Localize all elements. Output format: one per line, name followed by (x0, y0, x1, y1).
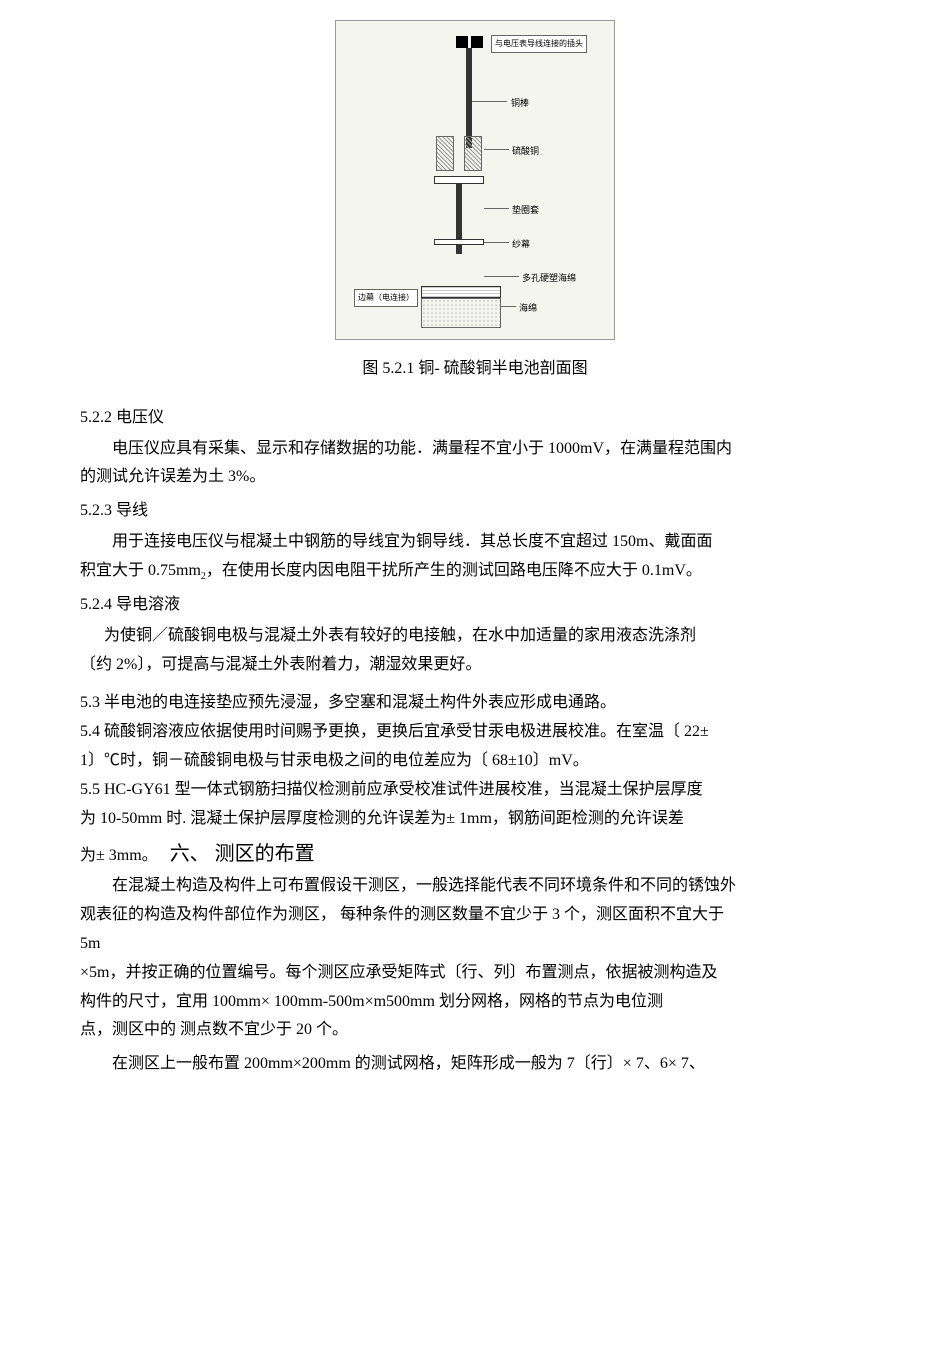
section-6-body-1: 在混凝土构造及构件上可布置假设干测区，一般选择能代表不同环境条件和不同的锈蚀外 (80, 872, 870, 901)
diagram-plug-box-2 (471, 36, 483, 48)
diagram-crystal-right (464, 136, 482, 171)
section-5-4-body-2: 1〕℃时，铜－硫酸铜电极与甘汞电极之间的电位差应为〔 68±10〕mV。 (80, 747, 870, 776)
diagram-label-washer: 垫圈套 (512, 202, 539, 218)
diagram-label-cu-sulfate: 硫酸铜 (512, 143, 539, 159)
section-5-2-4-body-1: 为使铜／硫酸铜电极与混凝土外表有较好的电接触，在水中加适量的家用液态洗涤剂 (80, 622, 870, 651)
diagram-washer (434, 176, 484, 184)
section-5-2-2-body-1: 电压仪应具有采集、显示和存储数据的功能．满量程不宜小于 1000mV，在满量程范… (80, 435, 870, 464)
section-6-body-6: 点，测区中的 测点数不宜少于 20 个。 (80, 1016, 870, 1045)
diagram-line-6 (501, 306, 516, 307)
diagram-line-3 (484, 208, 509, 209)
diagram-rod (466, 48, 472, 148)
diagram-label-top: 与电压表导线连接的插头 (491, 35, 587, 53)
diagram-label-bottom-left: 边幕（电连接） (354, 289, 418, 307)
section-5-2-3-body-2a: 积宜大于 0.75mm (80, 562, 201, 579)
diagram-screen (434, 239, 484, 245)
diagram-line-2 (484, 149, 509, 150)
diagram-sponge-top (421, 286, 501, 298)
diagram-line-4 (484, 242, 509, 243)
section-6-body-2: 观表征的构造及构件部位作为测区， 每种条件的测区数量不宜少于 3 个，测区面积不… (80, 901, 870, 930)
section-6-body-7: 在测区上一般布置 200mm×200mm 的测试网格，矩阵形成一般为 7〔行〕×… (80, 1050, 870, 1079)
section-5-5-body-3-line: 为± 3mm。 六、 测区的布置 (80, 836, 870, 872)
section-6-body-5: 构件的尺寸，宜用 100mm× 100mm-500m×m500mm 划分网格，网… (80, 988, 870, 1017)
section-6-body-4: ×5m，并按正确的位置编号。每个测区应承受矩阵式〔行、列〕布置测点，依据被测构造… (80, 959, 870, 988)
section-5-2-2-heading: 5.2.2 电压仪 (80, 404, 870, 433)
diagram-plug-box-1 (456, 36, 468, 48)
diagram-label-copper-rod: 铜棒 (511, 95, 529, 111)
diagram-container: 与电压表导线连接的插头 铜棒 硫酸铜 垫圈套 纱幕 多孔硬塑海绵 边幕（电连接）… (80, 20, 870, 340)
section-5-2-3-heading: 5.2.3 导线 (80, 497, 870, 526)
diagram-crystal-left (436, 136, 454, 171)
diagram-line-5 (484, 276, 519, 277)
diagram-label-screen: 纱幕 (512, 236, 530, 252)
section-5-2-4-body-2: 〔约 2%〕，可提高与混凝土外表附着力，潮湿效果更好。 (80, 651, 870, 680)
section-5-5-body-1: 5.5 HC-GY61 型一体式钢筋扫描仪检测前应承受校准试件进展校准，当混凝土… (80, 776, 870, 805)
section-5-5-body-2: 为 10-50mm 时. 混凝土保护层厚度检测的允许误差为± 1mm，钢筋间距检… (80, 805, 870, 834)
diagram-line-1 (472, 101, 507, 102)
diagram-label-porous-plug: 多孔硬塑海绵 (522, 270, 576, 286)
section-6-body-3: 5m (80, 930, 870, 959)
section-5-5-body-3a: 为± 3mm。 (80, 847, 158, 864)
section-5-2-4-heading: 5.2.4 导电溶液 (80, 591, 870, 620)
section-5-3-body: 5.3 半电池的电连接垫应预先浸湿，多空塞和混凝土构件外表应形成电通路。 (80, 689, 870, 718)
section-5-2-3-body-1: 用于连接电压仪与棍凝土中钢筋的导线宜为铜导线．其总长度不宜超过 150m、戴面面 (80, 528, 870, 557)
half-cell-diagram: 与电压表导线连接的插头 铜棒 硫酸铜 垫圈套 纱幕 多孔硬塑海绵 边幕（电连接）… (335, 20, 615, 340)
section-5-2-3-body-2b: ，在使用长度内因电阻干扰所产生的测试回路电压降不应大于 0.1mV。 (206, 562, 702, 579)
diagram-label-sponge: 海绵 (519, 300, 537, 316)
section-6-heading: 六、 测区的布置 (170, 843, 315, 865)
section-5-2-2-body-2: 的测试允许误差为土 3%。 (80, 463, 870, 492)
diagram-caption: 图 5.2.1 铜- 硫酸铜半电池剖面图 (80, 355, 870, 384)
diagram-dotted-area (421, 298, 501, 328)
section-5-4-body-1: 5.4 硫酸铜溶液应依据使用时间赐予更换，更换后宜承受甘汞电极进展校准。在室温〔… (80, 718, 870, 747)
section-5-2-3-body-2: 积宜大于 0.75mm2，在使用长度内因电阻干扰所产生的测试回路电压降不应大于 … (80, 557, 870, 586)
